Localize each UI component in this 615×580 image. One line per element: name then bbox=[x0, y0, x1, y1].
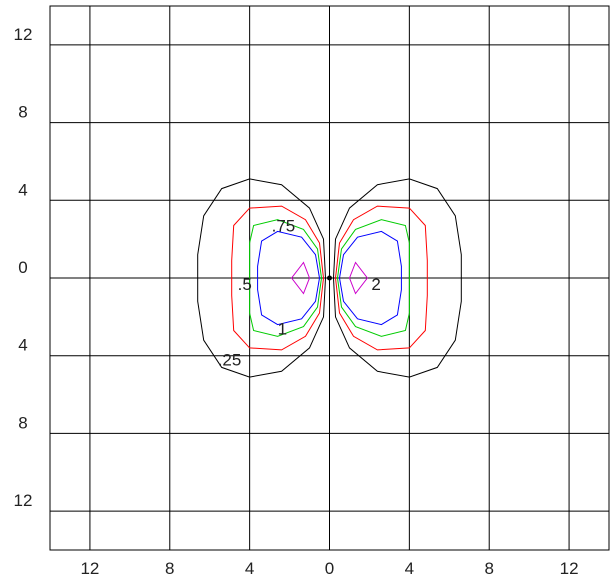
x-axis-ticks: 12 8 4 0 4 8 12 bbox=[80, 559, 578, 578]
contour-level-label: 2 bbox=[371, 275, 380, 294]
contour-0_5-left bbox=[231, 205, 325, 351]
contour-labels: .25 .5 .75 1 2 bbox=[218, 217, 381, 370]
x-tick-label: 12 bbox=[80, 559, 99, 578]
y-tick-label: 12 bbox=[14, 25, 33, 44]
contour-2-left bbox=[290, 261, 311, 295]
grid-lines bbox=[50, 6, 609, 550]
origin-point bbox=[327, 275, 332, 281]
y-tick-label: 12 bbox=[14, 491, 33, 510]
contour-0_25-left bbox=[197, 178, 327, 378]
contour-level-label: .5 bbox=[238, 275, 252, 294]
contour-1-left bbox=[257, 230, 321, 326]
contour-level-label: .25 bbox=[218, 351, 242, 370]
contour-0_5-right bbox=[334, 205, 428, 351]
x-tick-label: 12 bbox=[560, 559, 579, 578]
contour-lines bbox=[197, 178, 462, 378]
x-tick-label: 8 bbox=[165, 559, 174, 578]
x-tick-label: 4 bbox=[405, 559, 414, 578]
x-tick-label: 4 bbox=[245, 559, 254, 578]
contour-0_75-left bbox=[249, 219, 323, 337]
contour-0_25-right bbox=[332, 178, 462, 378]
y-axis-ticks: 12 8 4 0 4 8 12 bbox=[14, 25, 33, 510]
x-tick-label: 0 bbox=[325, 559, 334, 578]
contour-0_75-right bbox=[336, 219, 410, 337]
contour-level-label: 1 bbox=[278, 320, 287, 339]
y-tick-label: 8 bbox=[18, 103, 27, 122]
y-tick-label: 4 bbox=[18, 336, 27, 355]
contour-level-label: .75 bbox=[272, 217, 296, 236]
y-tick-label: 4 bbox=[18, 180, 27, 199]
contour-2-right bbox=[348, 261, 369, 295]
origin-marker bbox=[327, 275, 332, 281]
y-tick-label: 0 bbox=[18, 258, 27, 277]
x-tick-label: 8 bbox=[484, 559, 493, 578]
y-tick-label: 8 bbox=[18, 413, 27, 432]
contour-1-right bbox=[338, 230, 402, 326]
